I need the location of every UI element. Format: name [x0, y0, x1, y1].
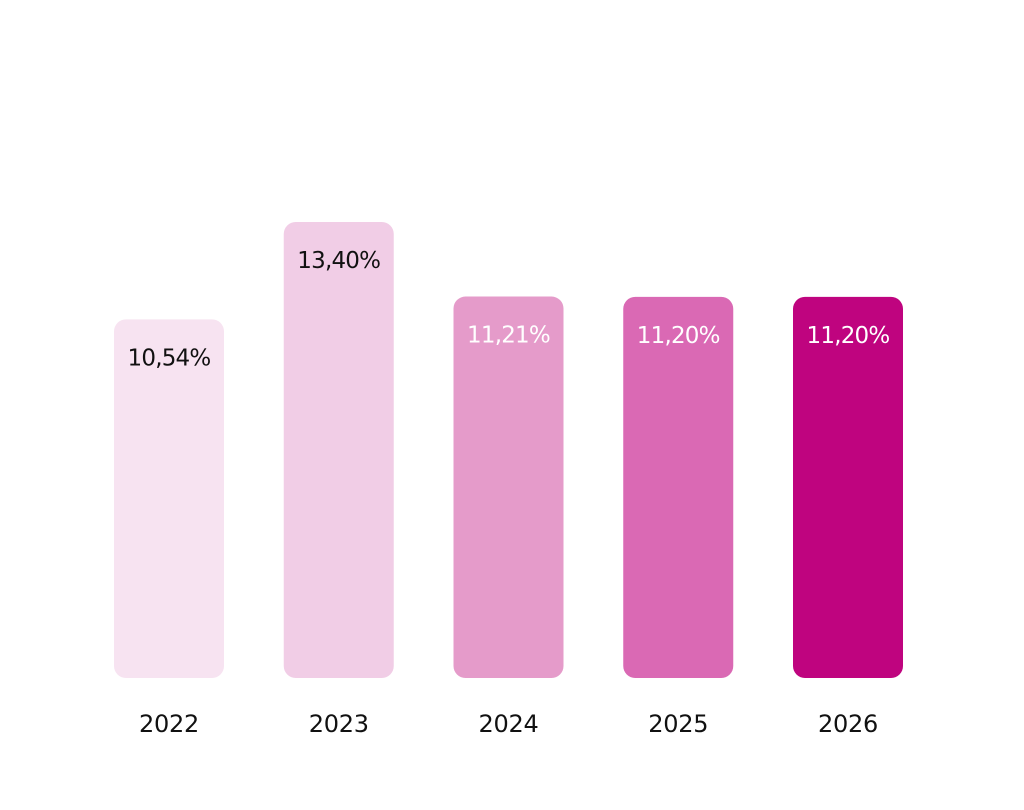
data-label-2026: 11,20%: [807, 323, 890, 349]
data-label-2023: 13,40%: [297, 248, 380, 274]
x-tick-label-2026: 2026: [818, 710, 878, 738]
data-label-2022: 10,54%: [128, 345, 211, 371]
data-label-2025: 11,20%: [637, 323, 720, 349]
x-tick-label-2025: 2025: [648, 710, 708, 738]
bar-2026: [793, 296, 903, 678]
bar-2023: [283, 222, 394, 678]
x-tick-label-2023: 2023: [309, 710, 369, 738]
bar-2025: [623, 296, 734, 678]
bar-2022: [114, 319, 224, 678]
x-tick-label-2024: 2024: [479, 710, 539, 738]
x-tick-label-2022: 2022: [139, 710, 199, 738]
bar-2024: [453, 296, 564, 678]
data-label-2024: 11,21%: [467, 323, 550, 349]
